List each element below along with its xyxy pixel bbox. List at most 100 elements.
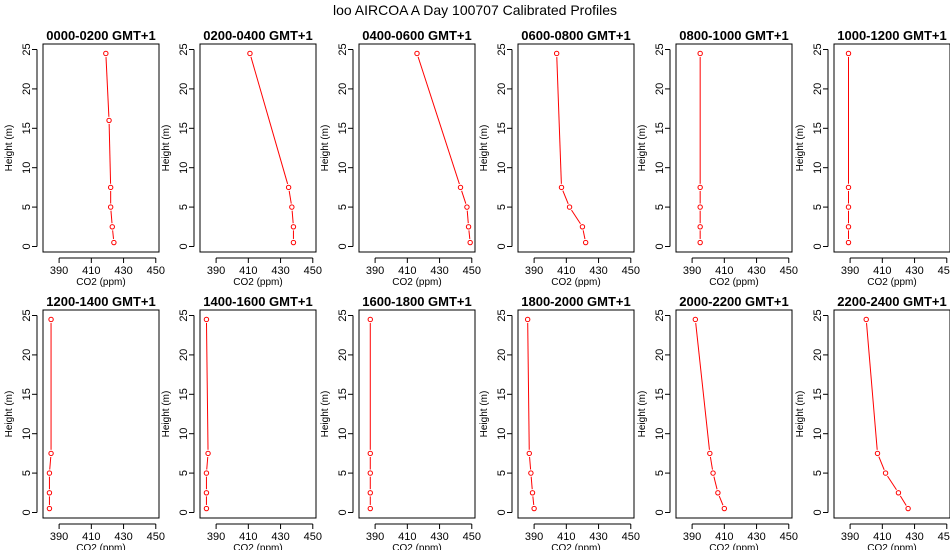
plot-frame: [42, 309, 160, 519]
data-point: [529, 490, 536, 496]
y-tick-label: 15: [21, 122, 33, 134]
series-segment: [582, 230, 586, 240]
x-tick-label: 410: [873, 265, 891, 277]
y-axis-label: Height (m): [479, 125, 490, 172]
y-tick-label: 10: [496, 428, 508, 440]
y-tick-label: 25: [496, 43, 508, 55]
data-point: [367, 316, 373, 323]
y-tick-label: 0: [178, 509, 190, 515]
y-tick-label: 0: [812, 509, 824, 515]
x-axis-label: CO2 (ppm): [867, 543, 916, 550]
series-segment: [468, 230, 471, 240]
series-segment: [105, 57, 110, 117]
data-point: [464, 204, 470, 210]
data-point: [106, 117, 112, 124]
data-point: [715, 490, 721, 496]
x-tick-label: 410: [557, 265, 575, 277]
y-tick-label: 25: [496, 309, 508, 321]
x-axis-label: CO2 (ppm): [551, 277, 600, 288]
series-segment: [110, 210, 113, 224]
y-tick-label: 10: [812, 428, 824, 440]
x-tick-label: 450: [147, 265, 165, 277]
series-segment: [49, 456, 52, 470]
chart-panel: 0800-1000 GMT+1 390 410 430 450 CO2 (ppm) 0 5 10…: [637, 28, 798, 288]
plot-frame: [517, 309, 635, 519]
data-point: [367, 470, 373, 476]
chart-panel: 1000-1200 GMT+1 390 410 430 450 CO2 (ppm) 0 5 10…: [795, 28, 950, 288]
y-tick-label: 5: [654, 204, 666, 210]
x-tick-label: 430: [747, 265, 765, 277]
x-tick-label: 430: [430, 531, 448, 543]
data-point: [457, 184, 464, 191]
y-tick-label: 15: [654, 388, 666, 400]
y-tick-label: 0: [812, 243, 824, 249]
y-tick-label: 5: [812, 470, 824, 476]
y-tick-label: 0: [654, 243, 666, 249]
y-tick-label: 25: [337, 309, 349, 321]
series-segment: [878, 456, 885, 470]
y-tick-label: 25: [178, 43, 190, 55]
x-axis-label: CO2 (ppm): [551, 543, 600, 550]
y-tick-label: 25: [654, 309, 666, 321]
x-tick-label: 410: [239, 531, 257, 543]
y-tick-label: 15: [337, 122, 349, 134]
y-tick-label: 25: [812, 309, 824, 321]
y-tick-label: 10: [654, 162, 666, 174]
series-segment: [527, 323, 530, 450]
data-point: [289, 204, 295, 210]
chart-panel: 2000-2200 GMT+1 390 410 430 450 CO2 (ppm) 0 5 10…: [637, 294, 798, 550]
chart-panel: 0000-0200 GMT+1 390 410 430 450 CO2 (ppm) 0 5 10…: [4, 28, 165, 288]
x-tick-label: 430: [271, 531, 289, 543]
data-point: [103, 50, 109, 57]
y-axis-label: Height (m): [161, 125, 172, 172]
y-tick-label: 20: [654, 349, 666, 361]
series-segment: [206, 456, 209, 470]
data-point: [203, 490, 210, 496]
x-tick-label: 390: [683, 531, 701, 543]
plot-frame: [358, 309, 476, 519]
x-tick-label: 450: [780, 531, 798, 543]
data-point: [46, 490, 53, 496]
data-point: [205, 450, 211, 457]
plot-frame: [517, 43, 635, 253]
x-tick-label: 410: [715, 265, 733, 277]
x-axis-label: CO2 (ppm): [392, 277, 441, 288]
x-axis-label: CO2 (ppm): [709, 543, 758, 550]
data-point: [721, 505, 728, 512]
panel-title: 1200-1400 GMT+1: [46, 294, 155, 309]
x-tick-label: 430: [114, 265, 132, 277]
y-tick-label: 10: [21, 162, 33, 174]
x-tick-label: 410: [82, 531, 100, 543]
data-point: [566, 204, 573, 210]
panel-title: 0600-0800 GMT+1: [521, 28, 630, 43]
plot-frame: [358, 43, 476, 253]
panel-title: 1800-2000 GMT+1: [521, 294, 630, 309]
x-tick-label: 450: [938, 531, 950, 543]
series-segment: [461, 190, 467, 204]
x-tick-label: 410: [398, 265, 416, 277]
x-tick-label: 390: [50, 531, 68, 543]
data-point: [579, 224, 586, 230]
data-point: [111, 239, 117, 246]
data-point: [107, 184, 114, 191]
data-point: [697, 224, 703, 230]
y-axis-label: Height (m): [4, 391, 15, 438]
panel-title: 1400-1600 GMT+1: [203, 294, 312, 309]
x-tick-label: 450: [463, 265, 481, 277]
data-point: [290, 239, 297, 246]
x-tick-label: 430: [905, 531, 923, 543]
plot-frame: [675, 309, 793, 519]
data-point: [367, 505, 373, 512]
series-segment: [108, 124, 112, 184]
y-tick-label: 10: [178, 162, 190, 174]
chart-panel: 1600-1800 GMT+1 390 410 430 450 CO2 (ppm) 0 5 10…: [320, 294, 481, 550]
data-point: [467, 239, 473, 246]
data-point: [845, 239, 852, 246]
panel-title: 0800-1000 GMT+1: [679, 28, 788, 43]
y-tick-label: 0: [496, 243, 508, 249]
data-point: [367, 490, 373, 496]
y-tick-label: 20: [496, 83, 508, 95]
data-point: [553, 50, 560, 57]
y-tick-label: 5: [654, 470, 666, 476]
